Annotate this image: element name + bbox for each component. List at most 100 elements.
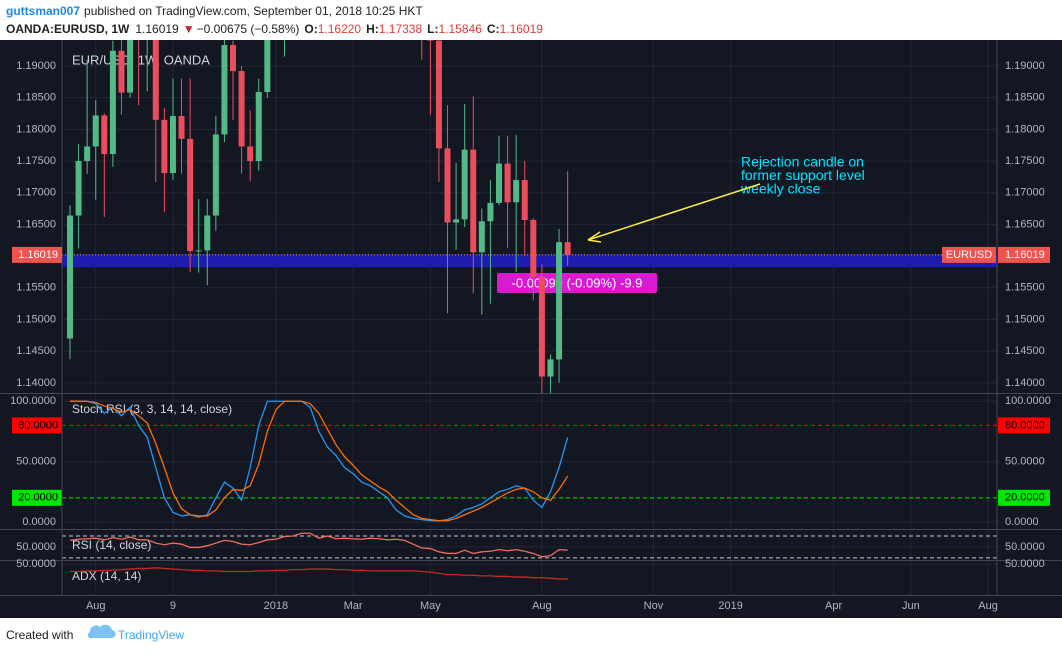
candle-body bbox=[478, 221, 485, 253]
candle-body bbox=[118, 50, 125, 93]
symbol-box bbox=[942, 246, 996, 263]
x-tick-label: Aug bbox=[86, 600, 106, 612]
last-price-box bbox=[12, 246, 62, 263]
y-tick-label-right: 1.17000 bbox=[1005, 187, 1045, 199]
y-tick-label: 1.14000 bbox=[16, 377, 56, 389]
x-tick-label: 2019 bbox=[718, 600, 742, 612]
symbol: OANDA:EURUSD, 1W bbox=[6, 22, 130, 36]
candles bbox=[66, 40, 571, 393]
annotation-text: Rejection candle on bbox=[741, 154, 864, 170]
y-tick-label: 1.16500 bbox=[16, 218, 56, 230]
candle-body bbox=[66, 215, 73, 339]
candle-body bbox=[504, 163, 511, 203]
candle-body bbox=[255, 91, 262, 162]
ohlc-value: 1.17338 bbox=[379, 22, 423, 36]
candle-body bbox=[247, 146, 254, 162]
ohlc-key: H: bbox=[366, 22, 379, 36]
candle-body bbox=[127, 40, 134, 93]
level-box-right bbox=[998, 489, 1050, 506]
y-tick-label: 1.17000 bbox=[16, 187, 56, 199]
measure-label: -0.00099 (-0.09%) -9.9 bbox=[512, 275, 643, 290]
level-box bbox=[12, 489, 62, 506]
candle-body bbox=[238, 71, 245, 147]
y-tick-label: 0.0000 bbox=[22, 516, 56, 528]
indicator-line bbox=[69, 567, 568, 580]
y-tick-label-right: 100.0000 bbox=[1005, 395, 1051, 407]
candle-body bbox=[264, 40, 271, 92]
last-price-label-right: 1.16019 bbox=[1005, 249, 1045, 261]
x-tick-label: Nov bbox=[644, 600, 664, 612]
x-tick-label: 9 bbox=[170, 600, 176, 612]
logo bbox=[87, 624, 116, 639]
x-tick-label: Jun bbox=[902, 600, 920, 612]
candle-body bbox=[187, 138, 194, 252]
candle-body bbox=[101, 115, 108, 155]
candle-body bbox=[461, 149, 468, 220]
y-tick-label-right: 1.17500 bbox=[1005, 155, 1045, 167]
candle-body bbox=[470, 149, 477, 253]
header-line: guttsman007 published on TradingView.com,… bbox=[6, 4, 423, 18]
y-tick-label: 1.15000 bbox=[16, 313, 56, 325]
candle-body bbox=[556, 242, 563, 360]
plot: Aug 9 2018 Mar May Aug Nov 2019 Apr Jun Aug 1.14000… bbox=[0, 40, 1062, 612]
ohlc: O:1.16220 H:1.17338 L:1.15846 C:1.16019 bbox=[304, 22, 543, 36]
y-tick-label: 1.17500 bbox=[16, 155, 56, 167]
candle-body bbox=[230, 45, 237, 72]
candle-body bbox=[178, 116, 185, 139]
measure-box bbox=[497, 273, 657, 293]
ohlc-value: 1.16220 bbox=[318, 22, 362, 36]
candle-body bbox=[564, 242, 571, 255]
x-tick-label: Apr bbox=[825, 600, 842, 612]
y-tick-label-right: 1.18500 bbox=[1005, 92, 1045, 104]
ohlc-key: C: bbox=[487, 22, 500, 36]
pane-title: EUR/USD, 1W, OANDA bbox=[72, 52, 210, 67]
author: guttsman007 bbox=[6, 4, 80, 18]
annotation-arrow bbox=[587, 183, 761, 241]
candle-body bbox=[495, 163, 502, 203]
published: published on TradingView.com, September … bbox=[84, 4, 423, 18]
y-tick-label-right: 1.15000 bbox=[1005, 313, 1045, 325]
candle-body bbox=[521, 180, 528, 220]
ohlc-value: 1.15846 bbox=[439, 22, 483, 36]
ohlc-value: 1.16019 bbox=[500, 22, 544, 36]
y-tick-label-right: 1.14000 bbox=[1005, 377, 1045, 389]
ohlc-key: L: bbox=[427, 22, 438, 36]
annotation-text: weekly close bbox=[740, 181, 821, 197]
annotation-arrowhead bbox=[587, 231, 602, 243]
level-label: 80.0000 bbox=[18, 419, 58, 431]
pane-title: Stoch RSI (3, 3, 14, 14, close) bbox=[72, 402, 232, 416]
arrow: ▼ bbox=[183, 22, 195, 36]
y-tick-label-right: 0.0000 bbox=[1005, 516, 1039, 528]
y-tick-label-right: 1.16500 bbox=[1005, 218, 1045, 230]
candle-body bbox=[453, 219, 460, 223]
level-label-right: 20.0000 bbox=[1005, 492, 1045, 504]
candle-body bbox=[530, 219, 537, 278]
symbol-line: OANDA:EURUSD, 1W 1.16019 ▼ −0.00675 (−0.58%… bbox=[6, 22, 543, 36]
candle-body bbox=[513, 180, 520, 203]
candle-body bbox=[161, 119, 168, 174]
pane-title: ADX (14, 14) bbox=[72, 569, 141, 583]
y-tick-label-right: 50.0000 bbox=[1005, 541, 1045, 553]
candle-body bbox=[109, 50, 116, 155]
last: 1.16019 bbox=[135, 22, 179, 36]
y-tick-label: 50.0000 bbox=[16, 558, 56, 570]
candle-body bbox=[538, 277, 545, 377]
y-tick-label: 1.18500 bbox=[16, 92, 56, 104]
chart-background bbox=[0, 40, 1062, 618]
created-with: Created with bbox=[6, 628, 73, 642]
last-price-label: 1.16019 bbox=[18, 249, 58, 261]
y-tick-label: 1.18000 bbox=[16, 123, 56, 135]
brand[interactable]: TradingView bbox=[118, 628, 184, 642]
y-tick-label-right: 50.0000 bbox=[1005, 456, 1045, 468]
x-tick-label: Aug bbox=[532, 600, 552, 612]
candle-body bbox=[435, 40, 442, 149]
level-label: 20.0000 bbox=[18, 492, 58, 504]
support-zone bbox=[62, 254, 997, 268]
candle-body bbox=[195, 250, 202, 252]
candle-body bbox=[547, 359, 554, 377]
change: −0.00675 (−0.58%) bbox=[197, 22, 300, 36]
ohlc-key: O: bbox=[304, 22, 317, 36]
y-tick-label-right: 1.14500 bbox=[1005, 345, 1045, 357]
candle-body bbox=[169, 116, 176, 174]
